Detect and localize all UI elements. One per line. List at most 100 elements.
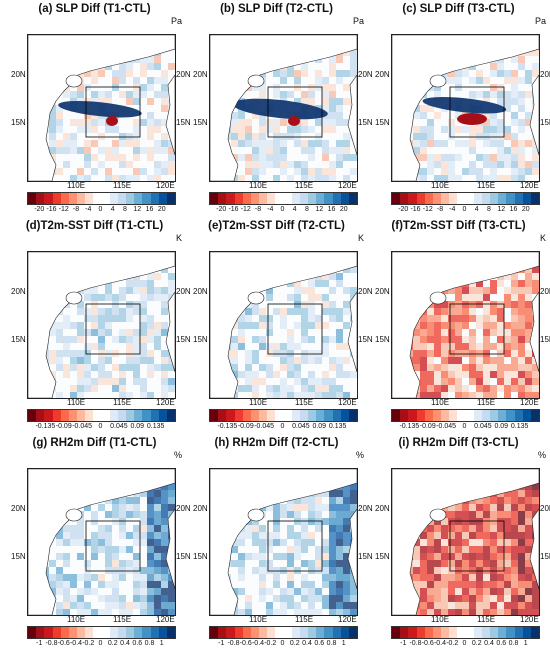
colorbar-segment (126, 627, 135, 638)
colorbar-segment (291, 193, 300, 204)
colorbar-tick-label: 12 (315, 206, 324, 213)
colorbar (209, 192, 358, 205)
colorbar (391, 192, 540, 205)
colorbar-tick-label: 0.135 (510, 423, 529, 430)
lon-label: 110E (431, 398, 450, 407)
colorbar-segment (218, 193, 227, 204)
colorbar-tick-label: -1 (36, 640, 43, 647)
map-field (27, 34, 176, 182)
colorbar-segment (498, 627, 507, 638)
lat-label: 15N (540, 118, 550, 127)
colorbar-tick-label: 0.09 (312, 423, 327, 430)
colorbar-segment (514, 193, 523, 204)
colorbar-tick-label: -0.09 (55, 423, 72, 430)
lat-label: 20N (358, 287, 373, 296)
unit-label: Pa (534, 16, 546, 26)
colorbar-tick-label: 20 (157, 206, 166, 213)
panel-title: (c) SLP Diff (T3-CTL) (402, 3, 515, 15)
colorbar-tick-label: -0.135 (35, 423, 56, 430)
colorbar-segment (522, 627, 531, 638)
colorbar-segment (498, 410, 507, 421)
colorbar-tick-label: 1 (523, 640, 528, 647)
colorbar-segment (166, 410, 176, 421)
study-region-box (267, 520, 323, 572)
colorbar-segment (267, 410, 276, 421)
colorbar-tick-label: 0 (98, 423, 103, 430)
panel-d: (d)T2m-SST Diff (T1-CTL) K 20N 20N 15N 15N 110… (3, 217, 191, 434)
colorbar-segment (259, 627, 268, 638)
colorbar-segment (424, 193, 433, 204)
map-field (27, 251, 176, 399)
colorbar-tick-label: 16 (145, 206, 154, 213)
colorbar-tick-label: -0.2 (264, 640, 277, 647)
colorbar-segment (299, 410, 309, 421)
lat-label: 20N (193, 70, 208, 79)
colorbar-tick-label: 0.09 (494, 423, 509, 430)
colorbar-tick-label: -20 (34, 206, 45, 213)
colorbar-segment (250, 410, 260, 421)
colorbar-tick-label: 12 (497, 206, 506, 213)
colorbar-tick-label: 0.4 (120, 640, 130, 647)
lat-label: 15N (375, 552, 390, 561)
colorbar-segment (441, 627, 450, 638)
study-region-box (85, 303, 141, 355)
colorbar-segment (348, 627, 358, 638)
map-field (391, 34, 540, 182)
colorbar-segment (28, 627, 37, 638)
lon-label: 110E (249, 615, 268, 624)
colorbar-segment (218, 627, 227, 638)
colorbar-segment (234, 193, 243, 204)
panel-e: (e)T2m-SST Diff (T2-CTL) K 20N 20N 15N 15N 110… (185, 217, 373, 434)
colorbar-segment (77, 410, 86, 421)
colorbar-segment (210, 193, 219, 204)
colorbar-tick-label: -0.6 (239, 640, 252, 647)
colorbar-segment (242, 193, 251, 204)
lat-label: 20N (11, 504, 26, 513)
lon-label: 120E (520, 398, 539, 407)
colorbar-segment (332, 410, 341, 421)
colorbar-segment (126, 410, 135, 421)
colorbar-tick-label: -12 (240, 206, 251, 213)
map-field (209, 251, 358, 399)
colorbar-segment (36, 193, 45, 204)
colorbar-tick-label: 0.135 (328, 423, 347, 430)
colorbar-tick-label: -12 (58, 206, 69, 213)
colorbar-segment (465, 627, 474, 638)
colorbar-tick-label: 0.8 (326, 640, 337, 647)
colorbar-tick-label: -8 (72, 206, 80, 213)
lat-label: 15N (540, 335, 550, 344)
colorbar-tick-label: 0.2 (289, 640, 300, 647)
colorbar-segment (308, 627, 317, 638)
colorbar-segment (316, 410, 325, 421)
panel-title: (d)T2m-SST Diff (T1-CTL) (25, 220, 164, 232)
lon-label: 110E (67, 615, 86, 624)
lon-label: 115E (295, 181, 314, 190)
colorbar-segment (60, 193, 69, 204)
lat-label: 20N (358, 70, 373, 79)
colorbar-segment (348, 410, 358, 421)
map-field (27, 468, 176, 616)
colorbar-segment (416, 193, 425, 204)
colorbar-segment (150, 193, 159, 204)
colorbar-ticks: -20 -16 -12 -8 -4 0 4 8 12 16 20 (391, 206, 538, 216)
colorbar-tick-label: 4 (292, 206, 297, 213)
colorbar-segment (408, 627, 417, 638)
colorbar-tick-label: -8 (254, 206, 262, 213)
colorbar-segment (522, 193, 531, 204)
colorbar-segment (530, 410, 540, 421)
colorbar-tick-label: 8 (487, 206, 491, 213)
lat-label: 15N (11, 552, 26, 561)
colorbar-segment (52, 410, 61, 421)
colorbar-segment (166, 627, 176, 638)
panel-title: (g) RH2m Diff (T1-CTL) (32, 437, 157, 449)
lat-label: 20N (358, 504, 373, 513)
colorbar-tick-label: 12 (133, 206, 142, 213)
lat-label: 15N (358, 118, 373, 127)
colorbar-ticks: -20 -16 -12 -8 -4 0 4 8 12 16 20 (27, 206, 174, 216)
colorbar-segment (465, 410, 474, 421)
colorbar-tick-label: -0.09 (237, 423, 254, 430)
colorbar-segment (109, 193, 118, 204)
colorbar-tick-label: 0 (462, 423, 467, 430)
colorbar-ticks: -1 -0.8 -0.6 -0.4 -0.2 0 0.2 0.4 0.6 0.8 1 (391, 640, 538, 650)
colorbar-segment (101, 627, 110, 638)
